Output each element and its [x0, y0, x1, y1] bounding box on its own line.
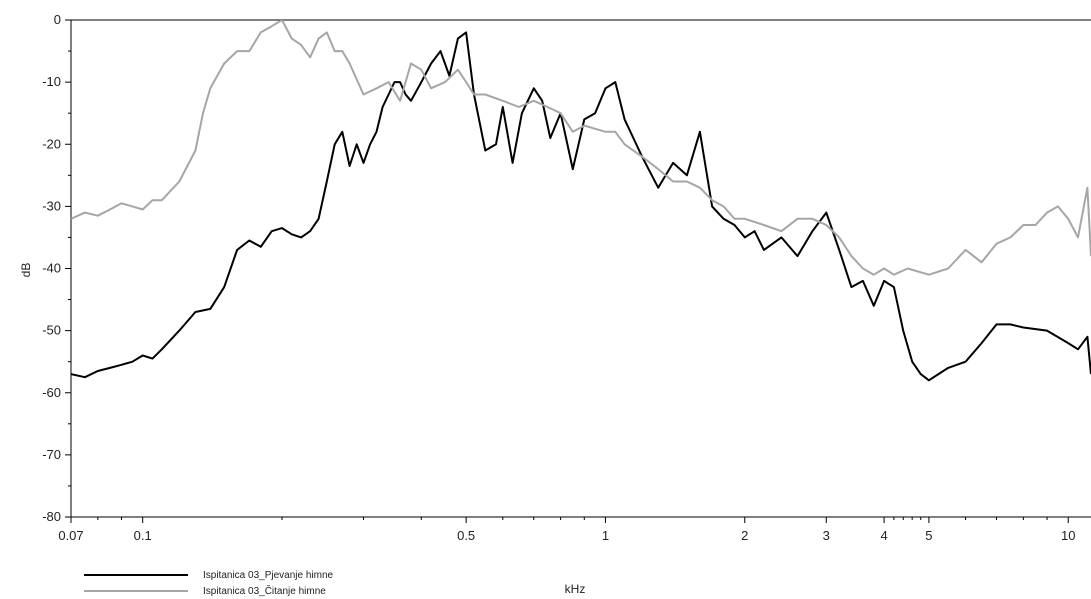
x-tick-label: 5	[925, 528, 932, 543]
x-axis: 0.07 0.1 0.5 1 2 3 4 5 10	[58, 517, 1075, 543]
series-layer	[71, 20, 1091, 382]
x-tick-label: 0.1	[134, 528, 152, 543]
y-tick-label: 0	[54, 12, 61, 27]
y-tick-label: -20	[42, 136, 61, 151]
y-tick-label: -50	[42, 323, 61, 338]
legend-label-series-2: Ispitanica 03_Čitanje himne	[203, 584, 326, 597]
legend-label-series-1: Ispitanica 03_Pjevanje himne	[203, 570, 334, 581]
x-tick-label: 1	[602, 528, 609, 543]
y-tick-label: -70	[42, 447, 61, 462]
legend: Ispitanica 03_Pjevanje himne Ispitanica …	[84, 570, 334, 597]
x-tick-label: 0.5	[457, 528, 475, 543]
y-axis-title: dB	[19, 263, 33, 278]
y-tick-label: -30	[42, 198, 61, 213]
x-tick-label: 10	[1061, 528, 1075, 543]
y-tick-label: -80	[42, 509, 61, 524]
series-line-1	[71, 31, 1091, 382]
y-tick-label: -10	[42, 74, 61, 89]
x-tick-label: 4	[880, 528, 887, 543]
y-axis: 0 -10 -20 -30 -40 -50 -60 -70 -80	[42, 12, 71, 524]
x-tick-label: 0.07	[58, 528, 83, 543]
series-line-2	[71, 20, 1091, 276]
x-axis-title: kHz	[565, 582, 586, 596]
plot-area	[70, 19, 1091, 518]
x-tick-label: 2	[741, 528, 748, 543]
y-tick-label: -40	[42, 261, 61, 276]
x-tick-label: 3	[823, 528, 830, 543]
y-tick-label: -60	[42, 385, 61, 400]
